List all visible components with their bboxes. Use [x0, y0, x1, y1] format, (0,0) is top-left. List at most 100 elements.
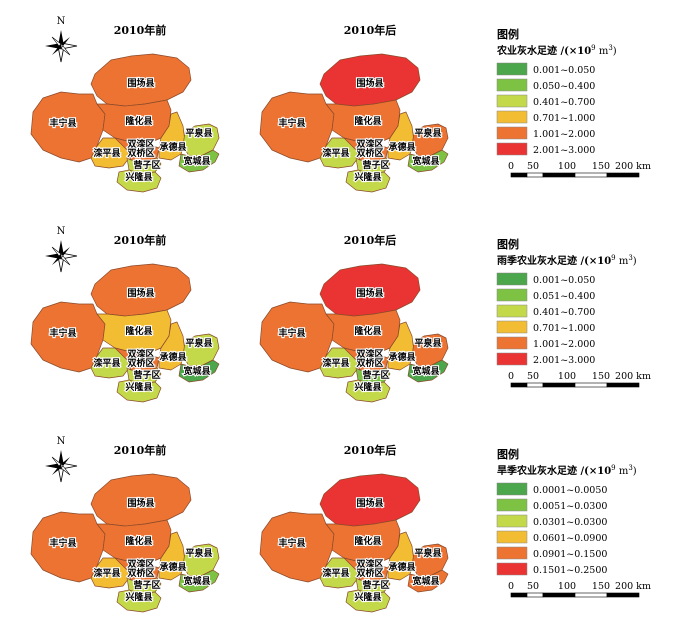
legend-swatch: [496, 498, 528, 512]
label-shuangqiao: 双桥区: [356, 147, 383, 159]
label-chengde: 承德县: [159, 561, 186, 573]
label-shuangluan: 双滦区: [356, 558, 383, 570]
legend-item-label: 0.051~0.400: [533, 291, 595, 302]
label-xinglong: 兴隆县: [125, 171, 152, 183]
label-chengde: 承德县: [388, 561, 415, 573]
legend-title: 图例: [497, 27, 519, 41]
label-fengning: 丰宁县: [49, 327, 76, 339]
region-chengde: [387, 111, 415, 161]
legend-swatch: [496, 78, 528, 92]
legend-swatch: [496, 62, 528, 76]
scale-label: 150: [592, 161, 610, 172]
region-kuancheng: [407, 569, 449, 593]
scale-label: 50: [527, 161, 539, 172]
label-luanping: 滦平县: [322, 357, 349, 369]
map-title-after: 2010年后: [344, 233, 397, 247]
scale-label: 200 km: [615, 161, 651, 172]
region-pingquan: [182, 333, 220, 367]
map-title-before: 2010年前: [114, 233, 167, 247]
label-luanping: 滦平县: [322, 147, 349, 159]
region-pingquan: [182, 543, 220, 577]
legend-item-label: 0.701~1.000: [533, 113, 595, 124]
legend-item-label: 0.001~0.050: [533, 275, 595, 286]
scale-bar: [510, 172, 640, 178]
scale-label: 200 km: [615, 371, 651, 382]
label-fengning: 丰宁县: [49, 537, 76, 549]
legend-title: 图例: [497, 447, 519, 461]
region-weichang: [319, 53, 421, 107]
region-chengde: [158, 111, 186, 161]
region-weichang: [90, 53, 192, 107]
label-pingquan: 平泉县: [185, 127, 212, 139]
region-weichang: [319, 263, 421, 317]
region-weichang: [90, 473, 192, 527]
legend-swatch: [496, 352, 528, 366]
region-chengde: [387, 321, 415, 371]
region-kuancheng: [178, 149, 220, 173]
label-shuangluan: 双滦区: [127, 348, 154, 360]
label-chengde: 承德县: [159, 351, 186, 363]
legend-swatch: [496, 336, 528, 350]
label-shuangluan: 双滦区: [127, 138, 154, 150]
label-shuangluan: 双滦区: [356, 138, 383, 150]
legend-swatch: [496, 546, 528, 560]
legend-item-label: 0.1501~0.2500: [533, 565, 607, 576]
north-arrow-icon: N: [45, 16, 78, 63]
label-fengning: 丰宁县: [278, 537, 305, 549]
north-label: N: [57, 226, 66, 237]
label-weichang: 围场县: [356, 497, 383, 509]
region-xinglong: [116, 169, 162, 193]
label-yingzi: 营子区: [133, 369, 160, 381]
scale-label: 150: [592, 581, 610, 592]
label-yingzi: 营子区: [133, 579, 160, 591]
label-shuangluan: 双滦区: [127, 558, 154, 570]
legend-item-label: 0.0601~0.0900: [533, 533, 607, 544]
label-kuancheng: 宽城县: [182, 575, 210, 587]
label-luanping: 滦平县: [93, 357, 120, 369]
label-weichang: 围场县: [127, 497, 154, 509]
scale-label: 150: [592, 371, 610, 382]
map-title-after: 2010年后: [344, 23, 397, 37]
label-pingquan: 平泉县: [414, 127, 441, 139]
legend-swatch: [496, 272, 528, 286]
region-xinglong: [345, 589, 391, 613]
legend-swatch: [496, 320, 528, 334]
north-label: N: [57, 16, 66, 27]
label-weichang: 围场县: [127, 77, 154, 89]
label-fengning: 丰宁县: [278, 327, 305, 339]
label-xinglong: 兴隆县: [354, 171, 381, 183]
legend-swatch: [496, 562, 528, 576]
legend-item-label: 0.701~1.000: [533, 323, 595, 334]
label-kuancheng: 宽城县: [411, 575, 439, 587]
scale-label: 100: [558, 161, 576, 172]
legend-swatch: [496, 288, 528, 302]
map-title-after: 2010年后: [344, 443, 397, 457]
region-pingquan: [411, 123, 449, 157]
legend-item-label: 0.0901~0.1500: [533, 549, 607, 560]
label-luanping: 滦平县: [93, 147, 120, 159]
legend-swatch: [496, 110, 528, 124]
legend-title: 图例: [497, 237, 519, 251]
region-kuancheng: [407, 149, 449, 173]
label-shuangluan: 双滦区: [356, 348, 383, 360]
label-yingzi: 营子区: [362, 579, 389, 591]
label-chengde: 承德县: [159, 141, 186, 153]
label-pingquan: 平泉县: [414, 337, 441, 349]
region-xinglong: [345, 379, 391, 403]
region-weichang: [90, 263, 192, 317]
label-yingzi: 营子区: [133, 159, 160, 171]
label-longhua: 隆化县: [354, 535, 381, 547]
label-xinglong: 兴隆县: [354, 591, 381, 603]
legend-item-label: 0.001~0.050: [533, 65, 595, 76]
label-xinglong: 兴隆县: [125, 591, 152, 603]
region-xinglong: [116, 379, 162, 403]
label-kuancheng: 宽城县: [182, 365, 210, 377]
region-pingquan: [411, 333, 449, 367]
scale-label: 50: [527, 371, 539, 382]
